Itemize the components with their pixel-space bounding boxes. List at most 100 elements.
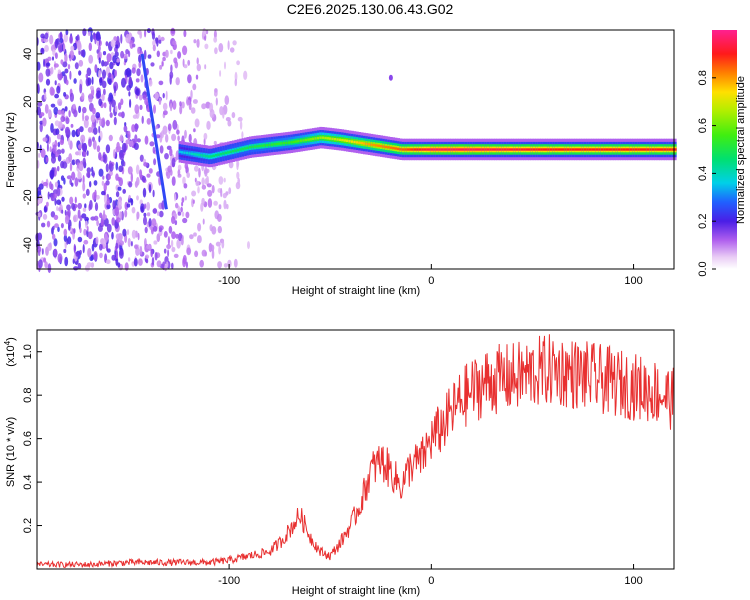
ridge-segment (513, 148, 517, 151)
noise-blob (151, 256, 155, 266)
noise-blob (59, 139, 64, 146)
ridge-segment (219, 152, 223, 156)
noise-blob (215, 241, 221, 247)
noise-blob (112, 55, 117, 64)
noise-blob (175, 202, 179, 209)
noise-blob (162, 125, 168, 135)
noise-blob (213, 30, 217, 39)
ridge-segment (319, 136, 323, 139)
noise-blob (149, 141, 155, 147)
ridge-segment (428, 148, 432, 151)
noise-blob (181, 197, 185, 203)
noise-blob (185, 211, 190, 219)
ridge-segment (382, 145, 386, 148)
noise-blob (210, 244, 215, 252)
noise-blob (82, 182, 86, 192)
noise-blob (64, 214, 70, 225)
noise-blob (128, 76, 132, 86)
noise-blob (111, 99, 116, 108)
ridge-segment (258, 144, 262, 148)
noise-blob (78, 105, 82, 114)
noise-blob (144, 135, 149, 145)
noise-blob (236, 160, 240, 168)
noise-blob (195, 180, 200, 187)
noise-blob (247, 241, 250, 250)
noise-blob (52, 233, 56, 240)
noise-blob (146, 118, 151, 125)
noise-blob (167, 236, 170, 246)
noise-blob (108, 162, 114, 172)
ridge-segment (256, 145, 260, 148)
noise-blob (87, 31, 91, 37)
noise-blob (128, 91, 131, 97)
noise-blob (223, 263, 228, 268)
noise-blob (175, 233, 179, 239)
noise-blob (70, 45, 75, 51)
y-tick-label: 0.6 (22, 431, 34, 446)
noise-blob (41, 38, 44, 43)
noise-blob (90, 85, 94, 91)
noise-blob (56, 85, 61, 94)
noise-blob (193, 39, 197, 44)
noise-blob (137, 46, 141, 55)
noise-blob (37, 83, 40, 92)
noise-blob (37, 199, 41, 205)
ridge-segment (484, 148, 488, 151)
colorbar-ticks: 0.0 0.2 0.4 0.6 0.8 (697, 70, 716, 277)
ridge-segment (503, 148, 507, 151)
colorbar-gradient (712, 30, 737, 269)
y-tick-label: 20 (22, 96, 34, 108)
noise-blob (57, 253, 63, 264)
noise-blob (148, 168, 153, 174)
ridge-segment (673, 148, 677, 151)
ridge-segment (413, 148, 417, 151)
noise-blob (54, 223, 59, 228)
ridge-segment (253, 145, 257, 148)
ridge-segment (525, 148, 529, 151)
ridge-segment (343, 139, 347, 142)
ridge-segment (481, 148, 485, 151)
noise-blob (108, 174, 111, 180)
noise-blob (53, 106, 59, 115)
ridge-segment (464, 148, 468, 151)
ridge-segment (600, 148, 604, 151)
noise-blob (98, 98, 103, 107)
noise-blob (196, 57, 199, 65)
noise-blob (119, 136, 124, 142)
noise-blob (89, 199, 93, 210)
spectrogram-y-ticks: -40 -20 0 20 40 (22, 48, 42, 253)
noise-blob (85, 73, 89, 79)
noise-blob (138, 258, 143, 266)
noise-blob (139, 32, 143, 39)
noise-blob (98, 45, 101, 52)
ridge-segment (496, 148, 500, 151)
ridge-segment (477, 148, 480, 151)
noise-blob (62, 61, 68, 68)
ridge-segment (377, 144, 381, 147)
noise-blob (227, 40, 230, 51)
ridge-segment (183, 151, 187, 154)
noise-blob (143, 212, 147, 217)
noise-blob (105, 180, 110, 186)
noise-blob (99, 243, 103, 251)
noise-blob (56, 187, 61, 197)
noise-blob (114, 105, 118, 113)
noise-blob (241, 131, 244, 139)
y-tick-label: 0.8 (22, 388, 34, 403)
noise-blob (113, 116, 117, 126)
noise-blob (201, 197, 205, 205)
noise-blob (57, 42, 63, 53)
noise-blob (156, 260, 162, 268)
noise-blob (126, 229, 130, 236)
noise-blob (204, 166, 208, 177)
noise-blob (149, 225, 153, 230)
noise-blob (183, 30, 187, 38)
noise-blob (78, 59, 84, 67)
noise-blob (99, 77, 103, 86)
noise-blob (84, 220, 88, 229)
noise-blob (47, 263, 52, 274)
noise-blob (64, 106, 68, 112)
noise-blob (171, 216, 176, 224)
noise-blob (125, 33, 131, 44)
noise-blob (62, 43, 66, 53)
